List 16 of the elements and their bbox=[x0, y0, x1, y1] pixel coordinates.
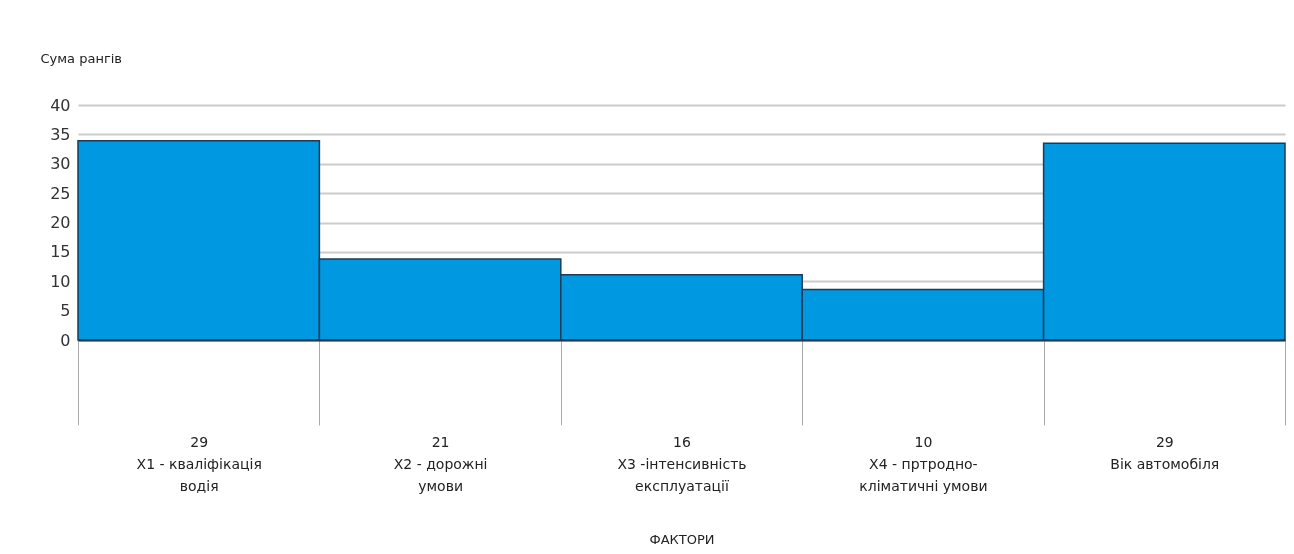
x-tick-label: 29 X1 - кваліфікація водія bbox=[136, 433, 262, 494]
y-tick-label: 15 bbox=[50, 242, 71, 262]
y-tick-label: 5 bbox=[60, 301, 71, 321]
y-tick-label: 10 bbox=[50, 271, 71, 291]
y-tick-label: 0 bbox=[60, 330, 71, 350]
x-tick-label: 16 X3 -інтенсивність експлуатації bbox=[617, 433, 747, 494]
y-tick-label: 35 bbox=[50, 124, 71, 144]
y-axis-title: Сума рангів bbox=[40, 50, 122, 66]
x-axis-title: ФАКТОРИ bbox=[649, 531, 715, 547]
y-tick-label: 20 bbox=[50, 213, 71, 232]
x-tick-label: 10 X4 - пртродно- кліматичні умови bbox=[859, 433, 988, 494]
y-tick-label: 40 bbox=[50, 95, 71, 115]
y-tick-label: 25 bbox=[50, 183, 71, 203]
x-tick-label: 29 Вік автомобіля bbox=[1110, 433, 1220, 472]
x-tick-label: 21 X2 - дорожні умови bbox=[393, 433, 488, 494]
y-tick-label: 30 bbox=[50, 154, 71, 174]
